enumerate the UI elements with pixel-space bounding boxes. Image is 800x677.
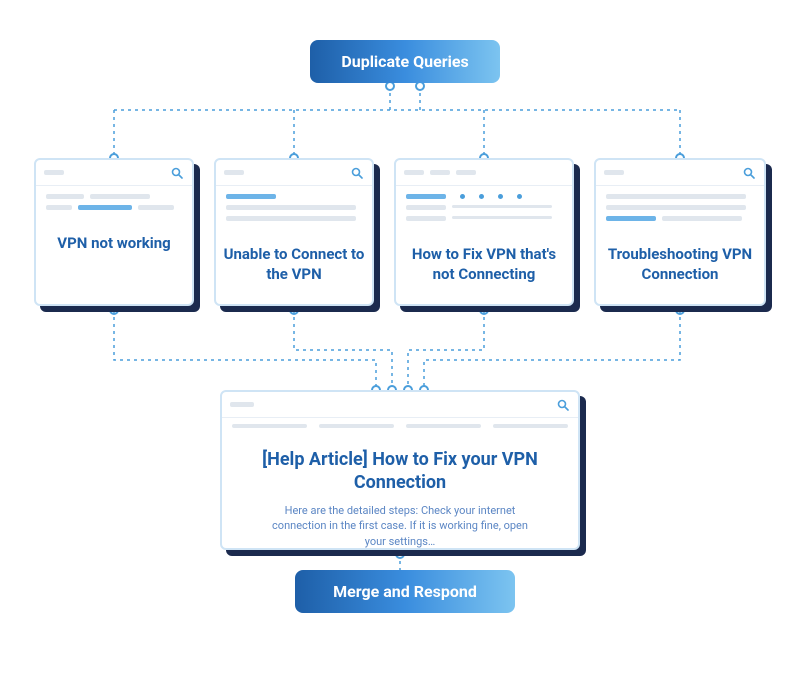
query-card: VPN not working bbox=[34, 158, 194, 306]
search-icon bbox=[170, 166, 184, 180]
search-icon bbox=[742, 166, 756, 180]
result-card-subtitle: Here are the detailed steps: Check your … bbox=[222, 503, 578, 565]
query-card-title: VPN not working bbox=[36, 226, 192, 266]
card-skeleton bbox=[36, 186, 192, 226]
query-card-title: How to Fix VPN that's not Connecting bbox=[396, 237, 572, 296]
card-skeleton bbox=[596, 186, 764, 237]
card-header bbox=[222, 392, 578, 418]
query-card: Troubleshooting VPN Connection bbox=[594, 158, 766, 306]
card-header bbox=[396, 160, 572, 186]
search-icon bbox=[556, 398, 570, 412]
query-card-title: Troubleshooting VPN Connection bbox=[596, 237, 764, 296]
card-skeleton bbox=[222, 418, 578, 434]
card-skeleton bbox=[396, 186, 572, 237]
top-pill-label: Duplicate Queries bbox=[341, 52, 468, 71]
card-header bbox=[216, 160, 372, 186]
card-header bbox=[596, 160, 764, 186]
card-skeleton bbox=[216, 186, 372, 237]
diagram-canvas: Duplicate Queries VPN not working Unable bbox=[0, 0, 800, 677]
query-card: Unable to Connect to the VPN bbox=[214, 158, 374, 306]
card-header bbox=[36, 160, 192, 186]
result-card: [Help Article] How to Fix your VPN Conne… bbox=[220, 390, 580, 550]
query-card-title: Unable to Connect to the VPN bbox=[216, 237, 372, 296]
bottom-pill: Merge and Respond bbox=[295, 570, 515, 613]
search-icon bbox=[350, 166, 364, 180]
result-card-title: [Help Article] How to Fix your VPN Conne… bbox=[222, 434, 578, 503]
bottom-pill-label: Merge and Respond bbox=[333, 582, 477, 601]
query-card: How to Fix VPN that's not Connecting bbox=[394, 158, 574, 306]
top-pill: Duplicate Queries bbox=[310, 40, 500, 83]
